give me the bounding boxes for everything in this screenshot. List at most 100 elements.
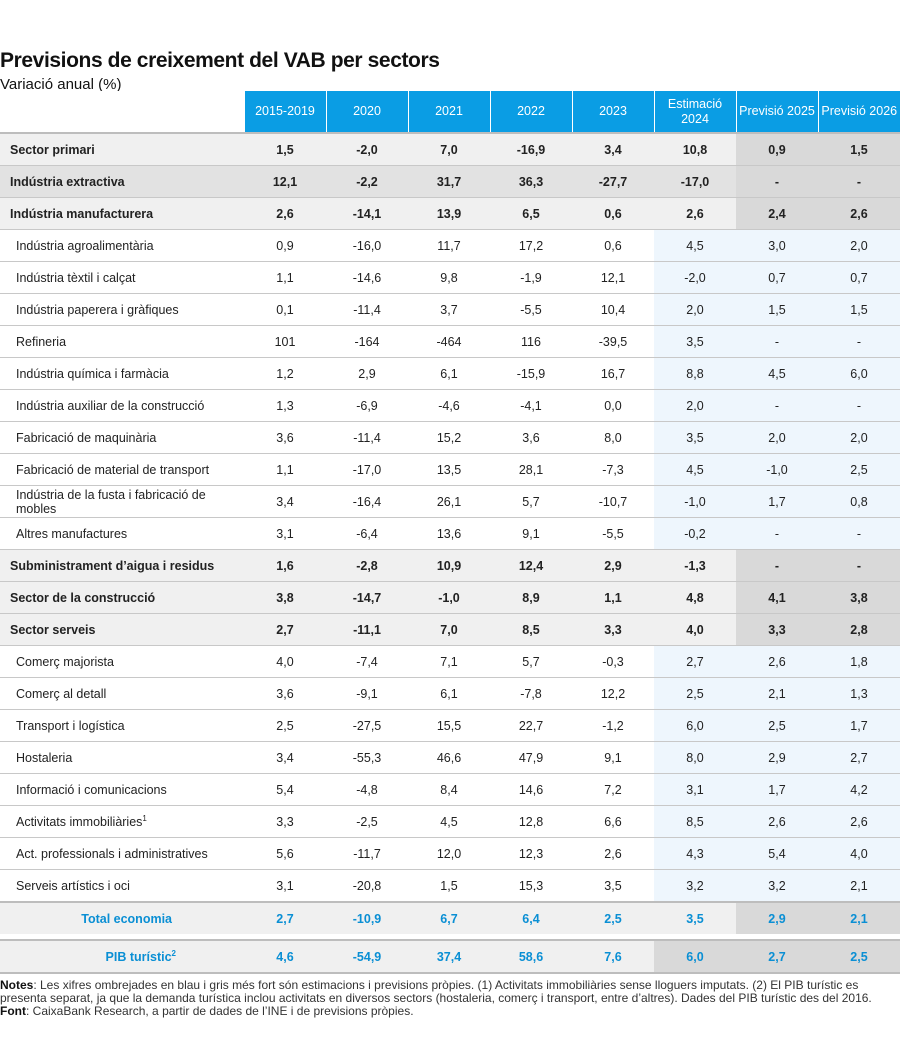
row-label: Sector primari: [0, 132, 244, 166]
table-cell: 0,7: [736, 261, 818, 294]
table-cell: -11,1: [326, 613, 408, 646]
table-cell: 101: [244, 325, 326, 358]
table-row: Subministrament d’aigua i residus 1,6 -2,8…: [0, 549, 900, 582]
table-cell: 0,1: [244, 293, 326, 326]
table-row: Informació i comunicacions 5,4 -4,8 8,4 14,6…: [0, 773, 900, 806]
table-cell: -1,0: [736, 453, 818, 486]
table-cell: 2,5: [244, 709, 326, 742]
table-cell: 5,4: [244, 773, 326, 806]
table-cell: -: [818, 165, 900, 198]
table-cell: 15,2: [408, 421, 490, 454]
table-cell: 5,6: [244, 837, 326, 870]
row-label-text: Subministrament d’aigua i residus: [10, 558, 215, 573]
table-cell: 12,1: [244, 165, 326, 198]
table-cell: 3,0: [736, 229, 818, 262]
table-cell: 9,1: [490, 517, 572, 550]
table-cell: 8,0: [572, 421, 654, 454]
row-label-text: Indústria extractiva: [10, 174, 125, 189]
spacer-row: [0, 934, 900, 940]
table-cell: 15,5: [408, 709, 490, 742]
table-cell: 2,9: [326, 357, 408, 390]
row-label: Sector de la construcció: [0, 581, 244, 614]
table-cell: 0,6: [572, 197, 654, 230]
table-cell: 3,1: [244, 869, 326, 902]
table-cell: -7,8: [490, 677, 572, 710]
table-cell: 2,4: [736, 197, 818, 230]
row-label: Altres manufactures: [0, 517, 244, 550]
table-cell: 3,3: [736, 613, 818, 646]
table-cell: -: [736, 165, 818, 198]
row-label-text: Comerç majorista: [16, 654, 114, 669]
table-cell: 1,7: [736, 773, 818, 806]
table-cell: 5,4: [736, 837, 818, 870]
table-cell: 2,0: [818, 229, 900, 262]
row-label: Serveis artístics i oci: [0, 869, 244, 902]
table-cell: -9,1: [326, 677, 408, 710]
footnote-marker: 2: [171, 948, 176, 958]
table-cell: 13,5: [408, 453, 490, 486]
table-cell: -2,2: [326, 165, 408, 198]
table-cell: 16,7: [572, 357, 654, 390]
table-cell: 7,0: [408, 132, 490, 166]
table-cell: 3,3: [244, 805, 326, 838]
table-cell: 8,0: [654, 741, 736, 774]
table-cell: 0,8: [818, 485, 900, 518]
table-cell: 4,5: [654, 229, 736, 262]
row-label: Hostaleria: [0, 741, 244, 774]
table-cell: -27,5: [326, 709, 408, 742]
table-cell: -: [736, 517, 818, 550]
table-cell: 1,1: [244, 261, 326, 294]
table-cell: 3,8: [818, 581, 900, 614]
table-cell: 1,8: [818, 645, 900, 678]
table-cell: 10,9: [408, 549, 490, 582]
table-cell: 4,2: [818, 773, 900, 806]
table-cell: 2,6: [818, 805, 900, 838]
row-label: Comerç majorista: [0, 645, 244, 678]
table-cell: 4,5: [654, 453, 736, 486]
table-cell: 6,5: [490, 197, 572, 230]
row-label: Informació i comunicacions: [0, 773, 244, 806]
source-label: Font: [0, 1004, 26, 1018]
table-cell: 5,7: [490, 485, 572, 518]
header-blank: [0, 91, 244, 133]
table-cell: 2,9: [572, 549, 654, 582]
source-text: : CaixaBank Research, a partir de dades …: [26, 1004, 414, 1018]
table-cell: -0,2: [654, 517, 736, 550]
table-cell: 13,6: [408, 517, 490, 550]
table-cell: -55,3: [326, 741, 408, 774]
row-label: PIB turístic2: [0, 939, 244, 974]
table-cell: 3,5: [654, 325, 736, 358]
table-cell: -2,0: [326, 132, 408, 166]
table-cell: 7,2: [572, 773, 654, 806]
table-cell: 36,3: [490, 165, 572, 198]
table-cell: -464: [408, 325, 490, 358]
table-cell: -14,7: [326, 581, 408, 614]
table-row: Indústria paperera i gràfiques 0,1 -11,4 3,…: [0, 293, 900, 326]
table-cell: 10,8: [654, 132, 736, 166]
table-cell: -2,8: [326, 549, 408, 582]
table-cell: -: [736, 325, 818, 358]
table-cell: 1,1: [244, 453, 326, 486]
row-label-text: Indústria tèxtil i calçat: [16, 270, 136, 285]
table-cell: -4,6: [408, 389, 490, 422]
table-cell: 2,5: [736, 709, 818, 742]
table-cell: 2,5: [572, 901, 654, 934]
table-cell: 22,7: [490, 709, 572, 742]
table-cell: 1,6: [244, 549, 326, 582]
row-label: Transport i logística: [0, 709, 244, 742]
table-row: Activitats immobiliàries1 3,3 -2,5 4,5 12,8 6…: [0, 805, 900, 838]
table-cell: -: [736, 549, 818, 582]
column-header: 2021: [407, 91, 490, 133]
table-row: Altres manufactures 3,1 -6,4 13,6 9,1 -5,5 -0,…: [0, 517, 900, 550]
table-cell: 0,0: [572, 389, 654, 422]
table-row: Serveis artístics i oci 3,1 -20,8 1,5 15,3 3,…: [0, 869, 900, 902]
table-cell: 0,9: [244, 229, 326, 262]
table-cell: 6,0: [654, 939, 736, 974]
table-cell: -2,5: [326, 805, 408, 838]
row-label-text: Indústria manufacturera: [10, 206, 154, 221]
table-row: Indústria manufacturera 2,6 -14,1 13,9 6,5 0,…: [0, 197, 900, 230]
table-cell: 1,5: [736, 293, 818, 326]
table-cell: -16,0: [326, 229, 408, 262]
table-row: Indústria química i farmàcia 1,2 2,9 6,1 -15…: [0, 357, 900, 390]
table-cell: 6,7: [408, 901, 490, 934]
